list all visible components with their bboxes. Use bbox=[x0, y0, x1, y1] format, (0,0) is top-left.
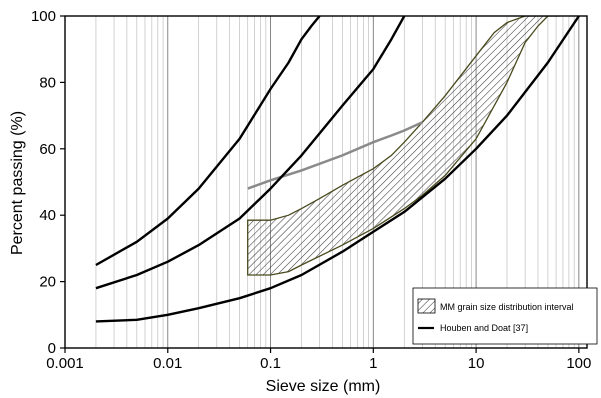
x-tick-label: 1 bbox=[369, 355, 377, 372]
legend-label-envelope: Houben and Doat [37] bbox=[440, 323, 528, 333]
y-axis-label: Percent passing (%) bbox=[9, 111, 26, 255]
y-tick-label: 60 bbox=[39, 141, 56, 158]
x-tick-label: 100 bbox=[566, 355, 591, 372]
y-tick-label: 20 bbox=[39, 274, 56, 291]
gray-curve-line bbox=[247, 121, 423, 190]
x-tick-label: 0.1 bbox=[260, 355, 281, 372]
middle-envelope-line bbox=[95, 16, 406, 290]
lower-envelope-line bbox=[95, 16, 580, 323]
x-tick-label: 0.001 bbox=[46, 355, 84, 372]
y-tick-label: 40 bbox=[39, 207, 56, 224]
legend-box bbox=[412, 287, 598, 345]
legend: MM grain size distribution interval Houb… bbox=[412, 287, 598, 345]
legend-label-band: MM grain size distribution interval bbox=[440, 302, 574, 312]
x-tick-label: 10 bbox=[468, 355, 485, 372]
y-axis-ticks: 0 20 40 60 80 100 bbox=[31, 8, 65, 357]
x-axis-label: Sieve size (mm) bbox=[266, 378, 381, 395]
mm-band-layer bbox=[247, 16, 560, 276]
legend-hatch-swatch bbox=[417, 298, 436, 314]
upper-envelope-line bbox=[95, 16, 321, 267]
y-tick-label: 80 bbox=[39, 74, 56, 91]
x-axis-ticks: 0.001 0.01 0.1 1 10 100 bbox=[46, 348, 591, 372]
plot-frame bbox=[64, 15, 588, 349]
y-tick-label: 100 bbox=[31, 8, 56, 25]
y-tick-label: 0 bbox=[48, 340, 56, 357]
x-tick-label: 0.01 bbox=[153, 355, 182, 372]
series-layer bbox=[95, 16, 580, 323]
mm-band-area bbox=[247, 16, 560, 276]
